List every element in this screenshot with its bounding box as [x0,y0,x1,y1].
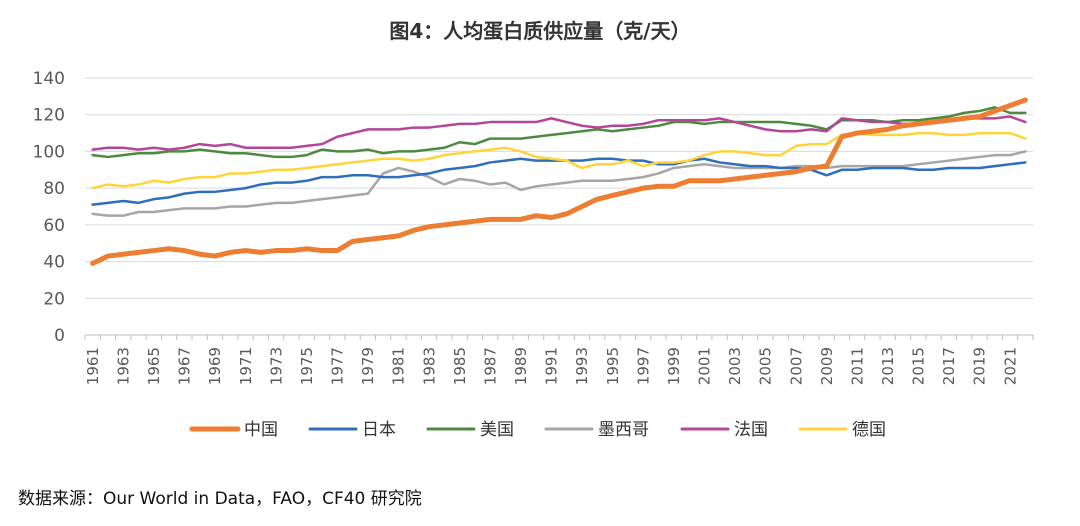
y-tick-label: 120 [33,106,65,126]
x-tick-label: 1965 [145,347,163,385]
source-note: 数据来源：Our World in Data，FAO，CF40 研究院 [18,489,422,509]
x-tick-label: 2017 [940,347,958,385]
x-tick-label: 1991 [543,347,561,385]
x-tick-label: 1963 [114,347,132,385]
x-tick-label: 1997 [634,347,652,385]
series-line [91,115,1027,151]
y-tick-label: 100 [33,142,65,162]
x-tick-label: 1971 [237,347,255,385]
series-line [91,131,1027,190]
x-tick-label: 1999 [665,347,683,385]
x-tick-label: 1989 [512,347,530,385]
legend-label: 墨西哥 [598,420,649,440]
x-tick-label: 2005 [757,347,775,385]
y-tick-label: 0 [54,326,65,346]
legend-label: 美国 [480,420,514,440]
x-tick-label: 2003 [726,347,744,385]
x-tick-label: 1979 [359,347,377,385]
legend: 中国 日本 美国 墨西哥 法国 德国 [189,420,886,440]
x-tick-label: 2019 [971,347,989,385]
grid-lines [85,77,1033,299]
axes: 0 20 40 60 80 100 120 140 1961 1963 1965 1967 1969 19… [33,69,1034,385]
x-tick-label: 1985 [451,347,469,385]
y-tick-label: 80 [43,179,65,199]
x-tick-label: 2011 [848,347,866,385]
x-tick-label: 1995 [604,347,622,385]
legend-label: 德国 [852,420,886,440]
series-lines [90,97,1028,266]
x-tick-label: 2015 [910,347,928,385]
x-tick-label: 1967 [176,347,194,385]
x-tick-label: 1977 [329,347,347,385]
legend-label: 中国 [244,420,278,440]
y-tick-label: 40 [43,253,65,273]
chart-title: 图4：人均蛋白质供应量（克/天） [389,19,690,43]
legend-label: 法国 [734,420,768,440]
x-tick-label: 1981 [390,347,408,385]
legend-label: 日本 [362,420,396,440]
x-tick-label: 1961 [84,347,102,385]
series-line [91,106,1027,159]
x-tick-label: 2013 [879,347,897,385]
series-line [90,97,1028,266]
x-tick-label: 2009 [818,347,836,385]
x-tick-label: 1973 [267,347,285,385]
y-tick-label: 140 [33,69,65,89]
x-tick-label: 2001 [696,347,714,385]
x-tick-label: 1983 [420,347,438,385]
x-tick-label: 1969 [206,347,224,385]
series-line [91,150,1027,217]
x-tick-label: 2021 [1001,347,1019,385]
chart-svg: 图4：人均蛋白质供应量（克/天） 0 20 40 60 80 100 120 140 1961 1… [33,19,1034,440]
x-tick-label: 1993 [573,347,591,385]
x-tick-label: 1987 [481,347,499,385]
x-tick-label: 1975 [298,347,316,385]
x-tick-label: 2007 [787,347,805,385]
y-tick-label: 60 [43,216,65,236]
y-tick-label: 20 [43,289,65,309]
